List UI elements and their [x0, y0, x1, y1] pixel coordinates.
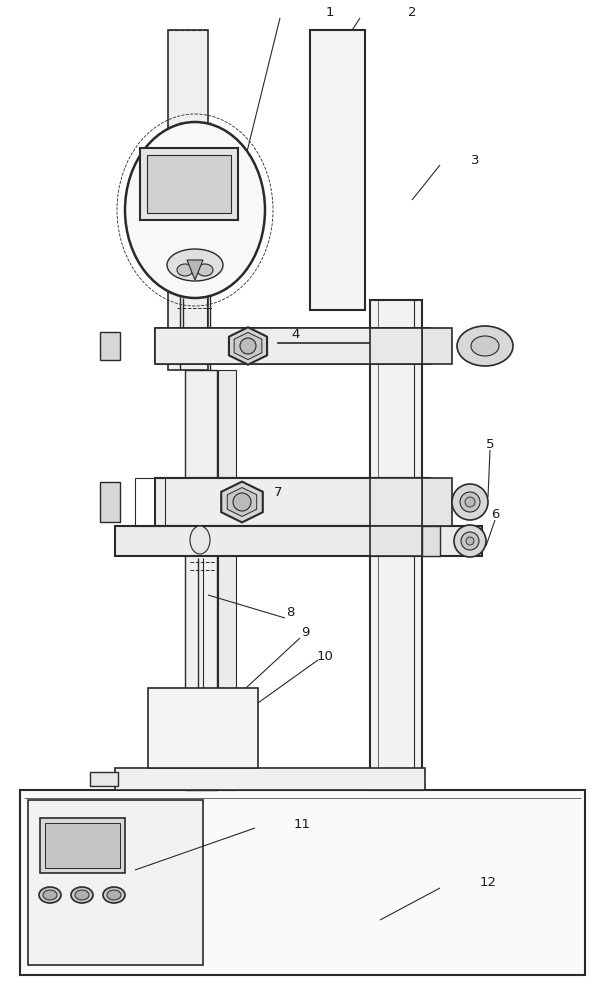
- Bar: [90, 772, 118, 786]
- Bar: [40, 818, 125, 873]
- Bar: [115, 526, 482, 556]
- Bar: [45, 823, 120, 868]
- Bar: [422, 328, 452, 364]
- Ellipse shape: [190, 526, 210, 554]
- Bar: [140, 148, 238, 220]
- Text: 12: 12: [480, 876, 497, 888]
- Ellipse shape: [103, 887, 125, 903]
- Ellipse shape: [167, 249, 223, 281]
- Bar: [147, 155, 231, 213]
- Text: 8: 8: [286, 606, 294, 619]
- Bar: [155, 478, 430, 526]
- Bar: [370, 526, 422, 556]
- Bar: [100, 482, 120, 522]
- Text: 5: 5: [486, 438, 494, 452]
- Bar: [115, 768, 425, 790]
- Bar: [218, 370, 236, 790]
- Bar: [28, 800, 203, 965]
- Bar: [20, 790, 585, 975]
- Text: 7: 7: [274, 487, 282, 499]
- Bar: [155, 328, 430, 364]
- Polygon shape: [234, 332, 262, 360]
- Ellipse shape: [75, 890, 89, 900]
- Ellipse shape: [43, 890, 57, 900]
- Bar: [422, 526, 440, 556]
- Bar: [135, 478, 165, 526]
- Ellipse shape: [39, 887, 61, 903]
- Text: 4: 4: [292, 328, 300, 342]
- Circle shape: [233, 493, 251, 511]
- Circle shape: [452, 484, 488, 520]
- Text: 11: 11: [294, 818, 311, 832]
- Ellipse shape: [457, 326, 513, 366]
- Bar: [168, 30, 208, 370]
- Text: 1: 1: [326, 6, 334, 19]
- Circle shape: [466, 537, 474, 545]
- Circle shape: [454, 525, 486, 557]
- Polygon shape: [227, 488, 257, 516]
- Bar: [185, 370, 217, 790]
- Bar: [148, 688, 258, 768]
- Circle shape: [460, 492, 480, 512]
- Bar: [100, 332, 120, 360]
- Circle shape: [465, 497, 475, 507]
- Circle shape: [461, 532, 479, 550]
- Text: 10: 10: [317, 650, 333, 662]
- Text: 9: 9: [301, 626, 309, 640]
- Ellipse shape: [471, 336, 499, 356]
- Ellipse shape: [107, 890, 121, 900]
- Circle shape: [240, 338, 256, 354]
- Ellipse shape: [125, 122, 265, 298]
- Polygon shape: [229, 327, 267, 365]
- Bar: [422, 478, 452, 526]
- Polygon shape: [187, 260, 203, 280]
- Ellipse shape: [71, 887, 93, 903]
- Bar: [310, 30, 365, 310]
- Bar: [370, 328, 422, 364]
- Polygon shape: [221, 482, 263, 522]
- Ellipse shape: [197, 264, 213, 276]
- Text: 3: 3: [471, 153, 479, 166]
- Text: 2: 2: [408, 6, 416, 19]
- Text: 6: 6: [491, 508, 499, 522]
- Bar: [370, 478, 422, 526]
- Bar: [370, 300, 422, 790]
- Ellipse shape: [177, 264, 193, 276]
